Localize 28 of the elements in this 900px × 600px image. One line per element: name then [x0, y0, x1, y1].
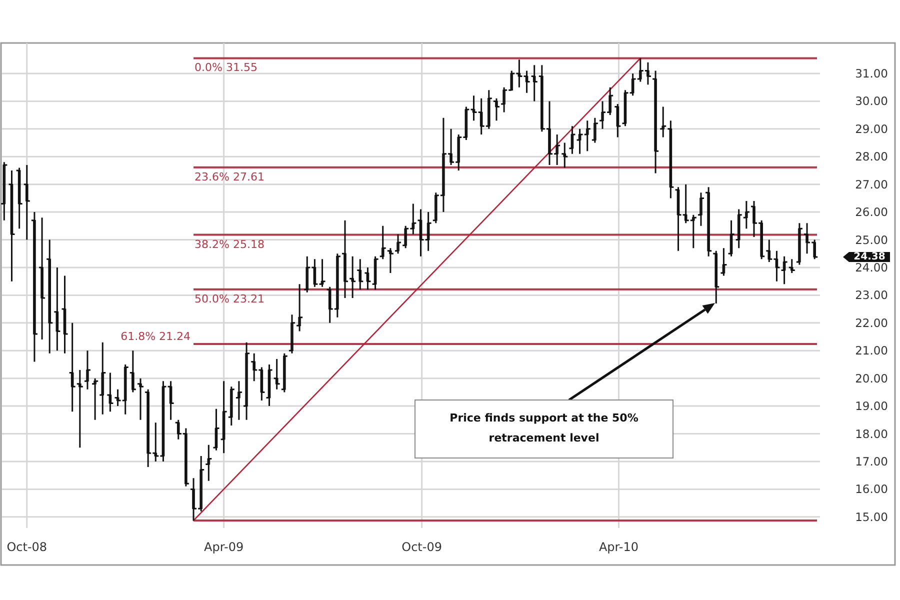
y-tick-label: 29.00 — [855, 122, 888, 136]
ref-line-label: 23.6% 27.61 — [194, 170, 264, 184]
y-tick-label: 25.00 — [855, 232, 888, 247]
y-tick-label: 30.00 — [855, 94, 888, 108]
y-tick-label: 18.00 — [855, 426, 888, 441]
y-tick-label: 15.00 — [855, 510, 888, 524]
y-tick-label: 21.00 — [855, 344, 888, 358]
annotation: Price finds support at the 50% retracement level — [450, 412, 638, 444]
y-tick-label: 20.00 — [855, 371, 888, 386]
y-tick-label: 27.00 — [855, 177, 888, 192]
x-tick-label: Apr-10 — [598, 540, 639, 554]
y-tick-label: 28.00 — [855, 150, 888, 164]
y-tick-label: 24.00 — [855, 260, 888, 274]
ref-line-label: 50.0% 23.21 — [194, 292, 264, 306]
x-tick-label: Apr-09 — [204, 540, 244, 554]
ref-line-label: 38.2% 25.18 — [194, 238, 264, 251]
y-tick-label: 26.00 — [855, 205, 888, 220]
ref-line-label: 0.0% 31.55 — [194, 61, 258, 74]
x-tick-label: Oct-09 — [402, 540, 442, 554]
y-tick-label: 22.00 — [855, 316, 888, 330]
y-tick-label: 31.00 — [855, 66, 888, 80]
y-tick-label: 16.00 — [855, 482, 888, 496]
y-tick-label: 19.00 — [855, 399, 888, 414]
y-tick-label: 17.00 — [855, 454, 888, 468]
text: 24.38 — [854, 251, 886, 262]
x-tick-label: Oct-08 — [6, 540, 48, 554]
ref-line-label: 61.8% 21.24 — [120, 330, 191, 343]
y-tick-label: 23.00 — [855, 288, 888, 302]
